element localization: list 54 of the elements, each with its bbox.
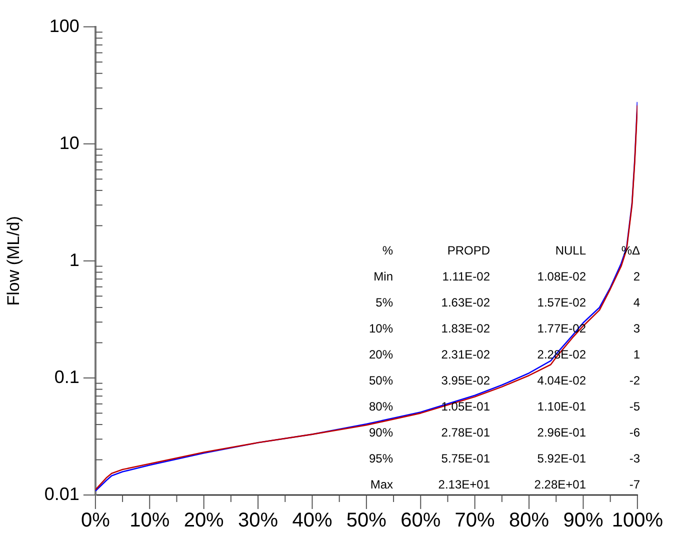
x-tick-label: 40%	[292, 510, 332, 532]
annotation: -7	[629, 477, 640, 492]
annotation: 95%	[368, 451, 394, 466]
annotation: -2	[629, 373, 640, 388]
x-tick-label: 80%	[509, 510, 550, 532]
annotation: PROPD	[447, 243, 490, 258]
annotation: 1.05E-01	[441, 399, 490, 414]
annotation: 1.08E-02	[537, 269, 586, 284]
x-tick-label: 70%	[454, 510, 496, 532]
annotation: 2.96E-01	[537, 425, 586, 440]
annotation: 20%	[368, 347, 394, 362]
annotation: 4	[633, 295, 640, 310]
annotation: 5.75E-01	[441, 451, 490, 466]
annotation: -6	[629, 425, 640, 440]
annotation: 2.78E-01	[441, 425, 490, 440]
annotation: Max	[370, 477, 393, 492]
annotation: 50%	[368, 373, 394, 388]
annotation: %	[382, 243, 394, 258]
y-tick-label: 0.1	[54, 366, 80, 387]
y-tick-label: 0.01	[44, 484, 80, 504]
y-tick-label: 100	[49, 16, 80, 36]
annotation: 80%	[368, 399, 394, 414]
annotation: 1.57E-02	[537, 295, 586, 310]
annotation: -5	[629, 399, 640, 414]
x-tick-label: 90%	[563, 510, 604, 532]
x-tick-label: 20%	[184, 510, 224, 532]
annotation: Min	[374, 269, 393, 284]
x-tick-label: 50%	[346, 510, 387, 532]
annotation: 2.13E+01	[438, 477, 490, 492]
x-tick-label: 100%	[612, 510, 664, 532]
y-tick-label: 1	[69, 250, 80, 270]
y-axis-title: Flow (ML/d)	[4, 216, 23, 306]
annotation: 2	[633, 269, 640, 284]
x-tick-label: 30%	[238, 510, 278, 532]
annotation: 1.11E-02	[442, 269, 490, 284]
x-tick-label: 0%	[80, 510, 110, 532]
x-tick-label: 60%	[400, 510, 441, 532]
annotation: 1.63E-02	[441, 295, 490, 310]
annotation: 2.31E-02	[441, 347, 490, 362]
annotation: 1.83E-02	[441, 321, 490, 336]
annotation: 5%	[376, 295, 394, 310]
annotation: -3	[629, 451, 640, 466]
annotation: 3.95E-02	[441, 373, 490, 388]
annotation: 10%	[368, 321, 394, 336]
annotation: 3	[633, 321, 640, 336]
annotation: 5.92E-01	[537, 451, 586, 466]
annotation: 1	[633, 347, 640, 362]
x-tick-label: 10%	[130, 510, 170, 532]
annotation: NULL	[555, 243, 586, 258]
annotation: 2.28E+01	[534, 477, 586, 492]
annotation: 1.10E-01	[537, 399, 586, 414]
annotation: 4.04E-02	[537, 373, 586, 388]
annotation: 90%	[368, 425, 394, 440]
y-tick-label: 10	[59, 132, 80, 153]
